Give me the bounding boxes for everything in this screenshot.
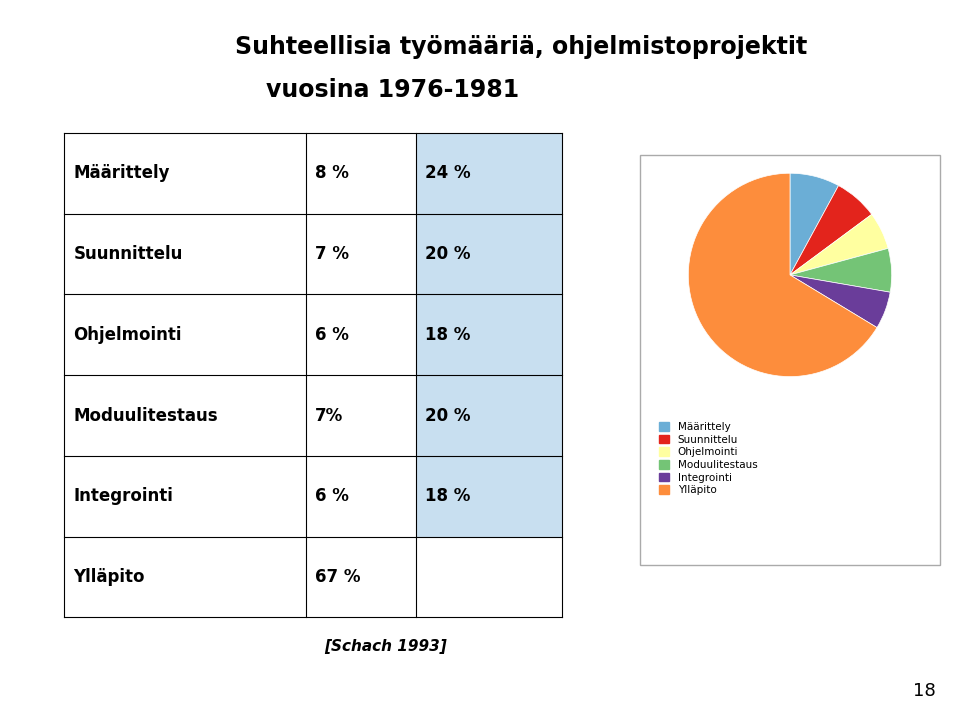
Text: 18 %: 18 % <box>425 326 470 344</box>
Text: 20 %: 20 % <box>425 406 471 424</box>
Bar <box>306 294 416 375</box>
Text: Moduulitestaus: Moduulitestaus <box>74 406 218 424</box>
Bar <box>416 133 562 214</box>
Text: 24 %: 24 % <box>425 164 471 182</box>
Bar <box>416 294 562 375</box>
Bar <box>64 214 306 294</box>
Text: Suunnittelu: Suunnittelu <box>74 245 183 263</box>
Wedge shape <box>790 185 872 275</box>
Text: Integrointi: Integrointi <box>74 488 174 505</box>
Text: 7%: 7% <box>316 406 343 424</box>
Bar <box>306 214 416 294</box>
Wedge shape <box>790 215 888 275</box>
Text: Suhteellisia työmääriä, ohjelmistoprojektit: Suhteellisia työmääriä, ohjelmistoprojek… <box>235 34 807 59</box>
Text: 18 %: 18 % <box>425 488 470 505</box>
Bar <box>306 375 416 456</box>
Bar <box>306 133 416 214</box>
Bar <box>306 456 416 537</box>
Text: 20 %: 20 % <box>425 245 471 263</box>
Bar <box>64 294 306 375</box>
Bar <box>64 456 306 537</box>
Bar <box>416 375 562 456</box>
Wedge shape <box>790 173 838 275</box>
Text: 67 %: 67 % <box>316 568 361 586</box>
Legend: Määrittely, Suunnittelu, Ohjelmointi, Moduulitestaus, Integrointi, Ylläpito: Määrittely, Suunnittelu, Ohjelmointi, Mo… <box>655 418 761 499</box>
Bar <box>416 456 562 537</box>
Wedge shape <box>790 275 890 327</box>
Text: 8 %: 8 % <box>316 164 349 182</box>
Text: 6 %: 6 % <box>316 326 349 344</box>
Text: Ohjelmointi: Ohjelmointi <box>74 326 182 344</box>
Bar <box>416 537 562 617</box>
Bar <box>416 214 562 294</box>
Text: [Schach 1993]: [Schach 1993] <box>324 639 447 653</box>
Text: vuosina 1976-1981: vuosina 1976-1981 <box>267 78 520 102</box>
Bar <box>640 155 940 565</box>
Text: Ylläpito: Ylläpito <box>74 568 145 586</box>
Text: 18: 18 <box>913 682 936 700</box>
Bar <box>64 133 306 214</box>
Bar <box>64 375 306 456</box>
Text: 7 %: 7 % <box>316 245 349 263</box>
Text: 6 %: 6 % <box>316 488 349 505</box>
Wedge shape <box>689 173 877 377</box>
Bar <box>306 537 416 617</box>
Wedge shape <box>790 248 892 292</box>
Text: Määrittely: Määrittely <box>74 164 170 182</box>
Bar <box>64 537 306 617</box>
